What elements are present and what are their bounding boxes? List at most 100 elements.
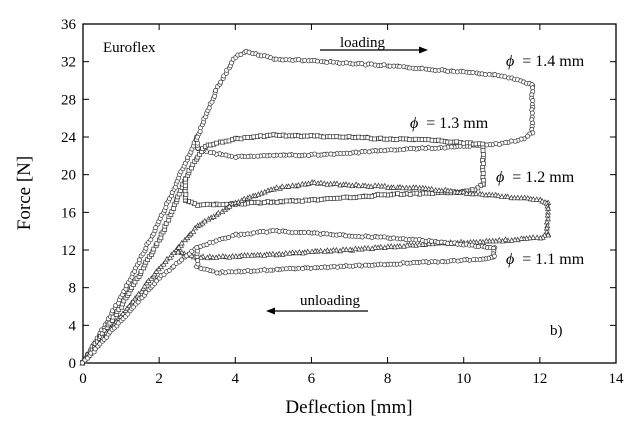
data-point	[340, 246, 347, 252]
data-point	[470, 70, 476, 75]
data-point	[218, 79, 224, 85]
data-point	[107, 320, 113, 326]
y-tick-label: 12	[61, 243, 76, 259]
data-point	[495, 192, 502, 199]
y-tick-label: 0	[69, 356, 77, 372]
data-point	[285, 183, 292, 189]
data-point	[248, 252, 255, 258]
data-point	[141, 282, 148, 289]
data-point	[425, 240, 432, 246]
data-point	[154, 241, 160, 247]
curve-label-1-3: ϕ = 1.3 mm	[410, 115, 489, 132]
data-point	[271, 153, 277, 158]
data-point	[496, 236, 503, 243]
data-point	[381, 182, 388, 189]
data-point	[480, 148, 486, 154]
data-point	[184, 234, 191, 241]
y-tick-label: 28	[61, 92, 76, 108]
data-point	[375, 182, 382, 189]
phi-symbol-1-2: ϕ	[496, 169, 504, 186]
data-point	[214, 140, 219, 146]
y-tick-label: 32	[61, 55, 76, 71]
data-point	[511, 236, 518, 243]
data-point	[480, 171, 486, 176]
data-point	[195, 258, 201, 263]
data-point	[504, 193, 511, 200]
data-point	[154, 278, 159, 284]
data-point	[454, 139, 460, 145]
plot-area	[82, 23, 617, 364]
curve-label-1-4: ϕ = 1.4 mm	[506, 53, 585, 70]
data-point	[372, 244, 379, 250]
data-point	[473, 190, 480, 197]
data-point	[381, 62, 387, 68]
data-point	[397, 63, 403, 69]
data-point	[110, 314, 116, 320]
data-point	[401, 147, 407, 152]
data-point	[279, 183, 286, 189]
data-point	[300, 266, 306, 272]
curve-label-1-1: ϕ = 1.1 mm	[506, 251, 585, 268]
x-tick-label: 10	[456, 371, 471, 387]
data-point	[394, 137, 400, 142]
data-point	[262, 200, 267, 205]
data-point	[372, 182, 379, 188]
data-point	[369, 245, 376, 252]
x-tick-label: 4	[232, 371, 240, 387]
data-point	[138, 268, 144, 274]
data-point	[479, 191, 486, 197]
data-point	[482, 72, 488, 78]
data-point	[388, 243, 395, 249]
data-point	[429, 238, 434, 244]
x-axis-title: Deflection [mm]	[285, 397, 412, 418]
data-point	[296, 249, 303, 255]
data-point	[502, 236, 509, 242]
data-point	[299, 198, 305, 204]
data-point	[432, 186, 439, 193]
data-point	[346, 181, 353, 188]
data-point	[321, 248, 328, 254]
data-point	[214, 270, 220, 276]
data-point	[342, 181, 349, 187]
y-tick-label: 36	[61, 17, 77, 33]
y-tick-label: 20	[61, 168, 76, 184]
loading-label: loading	[340, 35, 385, 51]
data-point	[530, 234, 537, 240]
data-point	[170, 249, 177, 256]
data-point	[483, 237, 490, 244]
data-point	[347, 246, 354, 252]
diameter-value-1-3: = 1.3 mm	[426, 115, 488, 132]
data-point	[136, 257, 142, 263]
data-point	[508, 237, 515, 243]
data-point	[408, 146, 413, 152]
data-point	[498, 193, 505, 199]
y-tick-label: 8	[69, 281, 77, 297]
data-point	[384, 243, 391, 249]
data-point	[245, 134, 251, 140]
data-point	[361, 244, 368, 251]
data-point	[461, 140, 466, 146]
data-point	[162, 258, 169, 265]
data-point	[190, 228, 197, 234]
data-point	[419, 65, 425, 71]
data-point	[399, 184, 406, 191]
data-point	[524, 194, 531, 201]
data-point	[194, 134, 200, 140]
data-point	[204, 254, 211, 261]
data-point	[179, 257, 185, 263]
phi-symbol-1-3: ϕ	[410, 115, 418, 132]
x-tick-label: 0	[79, 371, 87, 387]
data-point	[525, 133, 531, 139]
data-point	[274, 266, 280, 272]
data-point	[254, 251, 261, 258]
data-point	[213, 88, 219, 93]
data-point	[143, 290, 149, 295]
data-point	[274, 199, 280, 205]
data-point	[442, 145, 448, 151]
data-point	[447, 187, 454, 194]
data-point	[171, 206, 177, 211]
data-point	[395, 191, 401, 197]
data-point	[306, 153, 312, 158]
data-point	[258, 133, 263, 139]
data-point	[341, 194, 347, 200]
